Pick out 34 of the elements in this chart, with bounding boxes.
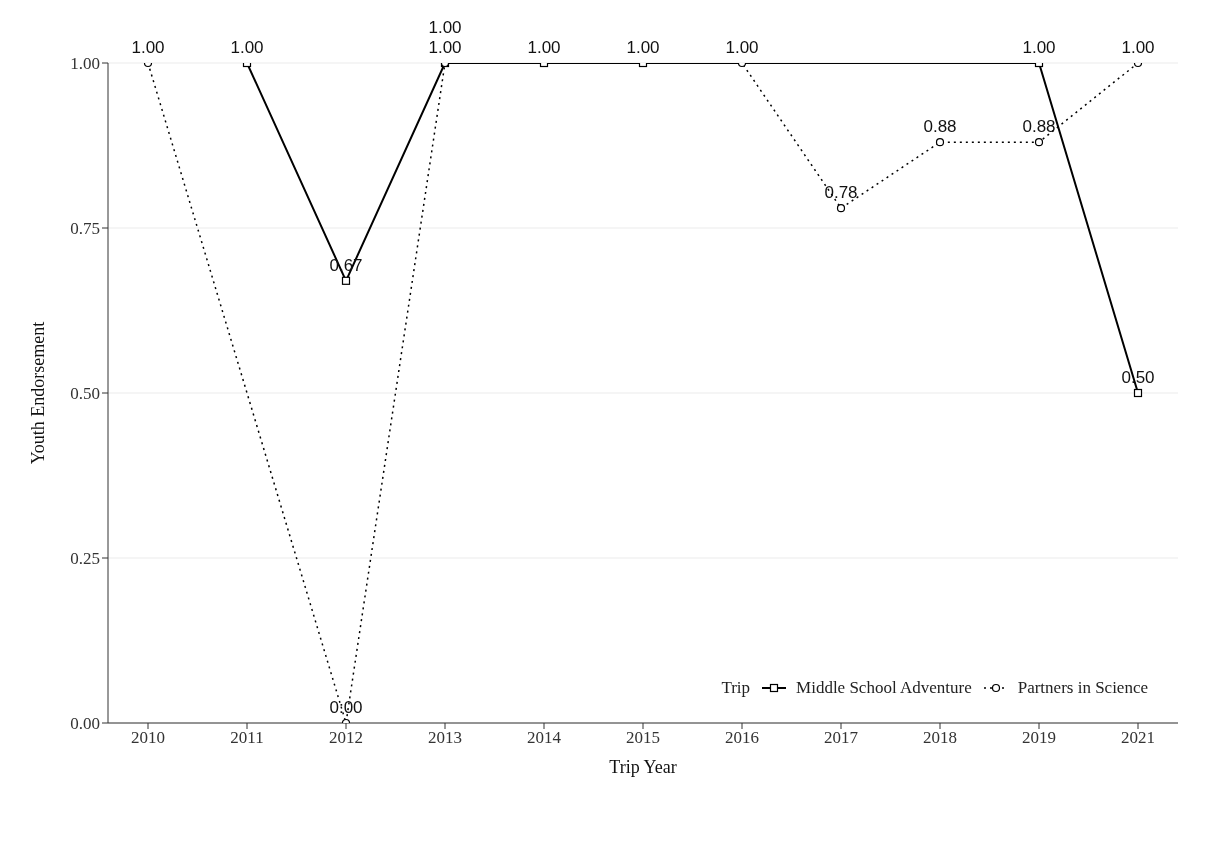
y-axis-title: Youth Endorsement [28, 321, 49, 465]
x-tick-label: 2019 [1022, 728, 1056, 748]
data-label: 1.00 [428, 38, 462, 57]
data-label: 0.88 [1022, 117, 1056, 137]
data-label: 0:00 [329, 698, 363, 717]
x-tick-label: 2021 [1121, 728, 1155, 748]
data-label: 0.88 [923, 117, 957, 137]
x-tick-label: 2015 [626, 728, 660, 748]
y-tick-label: 0.25 [70, 549, 100, 569]
x-tick-label: 2014 [527, 728, 562, 748]
data-label: 1.00 [230, 38, 264, 57]
legend-title: Trip [721, 678, 751, 698]
y-tick-label: 0.00 [70, 714, 100, 734]
x-tick-label: 2010 [131, 728, 165, 748]
x-tick-label: 2017 [824, 728, 859, 748]
x-tick-label: 2016 [725, 728, 759, 748]
data-label: 1.00 [527, 38, 561, 57]
data-label: 1.00 [1022, 38, 1056, 57]
x-tick-label: 2018 [923, 728, 957, 748]
data-label: 0.78 [824, 183, 858, 203]
data-label: 1.00 [428, 18, 462, 37]
data-label: 1.00 [131, 38, 165, 57]
y-tick-label: 0.75 [70, 219, 100, 239]
y-tick-label: 1.00 [70, 54, 100, 74]
data-label: 1.00 [725, 38, 759, 57]
data-label: 1.00 [626, 38, 660, 57]
x-axis-title: Trip Year [609, 757, 677, 777]
legend-label: Partners in Science [1017, 678, 1148, 698]
x-tick-label: 2013 [428, 728, 462, 748]
legend-label: Middle School Adventure [796, 678, 972, 698]
data-label: 1.00 [1121, 38, 1155, 57]
x-tick-label: 2011 [230, 728, 264, 748]
y-tick-label: 0.50 [70, 384, 100, 404]
x-tick-label: 2012 [329, 728, 363, 748]
